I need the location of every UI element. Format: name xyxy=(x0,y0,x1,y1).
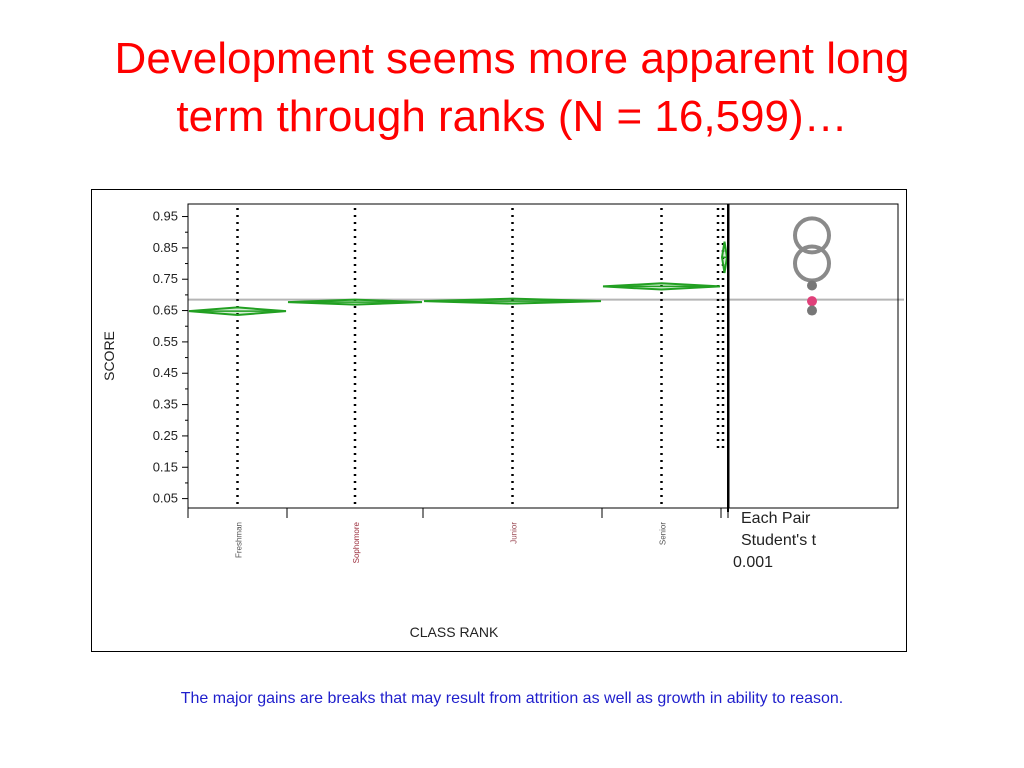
category-label-1: Sophomore xyxy=(352,521,361,563)
y-tick-label-2: 0.25 xyxy=(153,428,178,443)
comparison-text-1: Each Pair xyxy=(741,510,811,527)
comparison-point-1 xyxy=(807,296,817,307)
y-tick-label-9: 0.95 xyxy=(153,209,178,224)
category-label-0: Freshman xyxy=(235,522,244,558)
slide-title-line-1: Development seems more apparent long xyxy=(114,34,910,83)
comparison-point-2 xyxy=(807,305,817,316)
comparison-circle-0 xyxy=(793,216,831,255)
y-tick-label-7: 0.75 xyxy=(153,271,178,286)
y-tick-label-0: 0.05 xyxy=(153,491,178,506)
comparison-point-0 xyxy=(807,280,817,291)
comparison-panel-border xyxy=(728,203,899,509)
slide-caption: The major gains are breaks that may resu… xyxy=(180,690,844,707)
y-tick-label-8: 0.85 xyxy=(153,240,178,255)
y-tick-label-3: 0.35 xyxy=(153,397,178,412)
y-axis-label: SCORE xyxy=(101,331,117,381)
oneway-diamond-chart: Each Pair Student's t 0.001 0.05 0.15 0.25 0.… xyxy=(101,203,904,640)
y-tick-label-6: 0.65 xyxy=(153,303,178,318)
comparison-text-2: Student's t xyxy=(741,532,817,549)
comparison-text-3: 0.001 xyxy=(733,554,773,571)
y-tick-label-1: 0.15 xyxy=(153,459,178,474)
chart-frame: Each Pair Student's t 0.001 0.05 0.15 0.25 0.… xyxy=(91,189,907,652)
y-tick-label-5: 0.55 xyxy=(153,334,178,349)
plot-border xyxy=(187,203,729,509)
slide-title-line-2: term through ranks (N = 16,599)… xyxy=(176,92,848,141)
y-tick-label-4: 0.45 xyxy=(153,365,178,380)
category-label-2: Junior xyxy=(510,522,519,544)
slide-title: Development seems more apparent long ter… xyxy=(0,30,1024,146)
category-label-3: Senior xyxy=(659,522,668,545)
x-axis-label: CLASS RANK xyxy=(410,624,499,640)
